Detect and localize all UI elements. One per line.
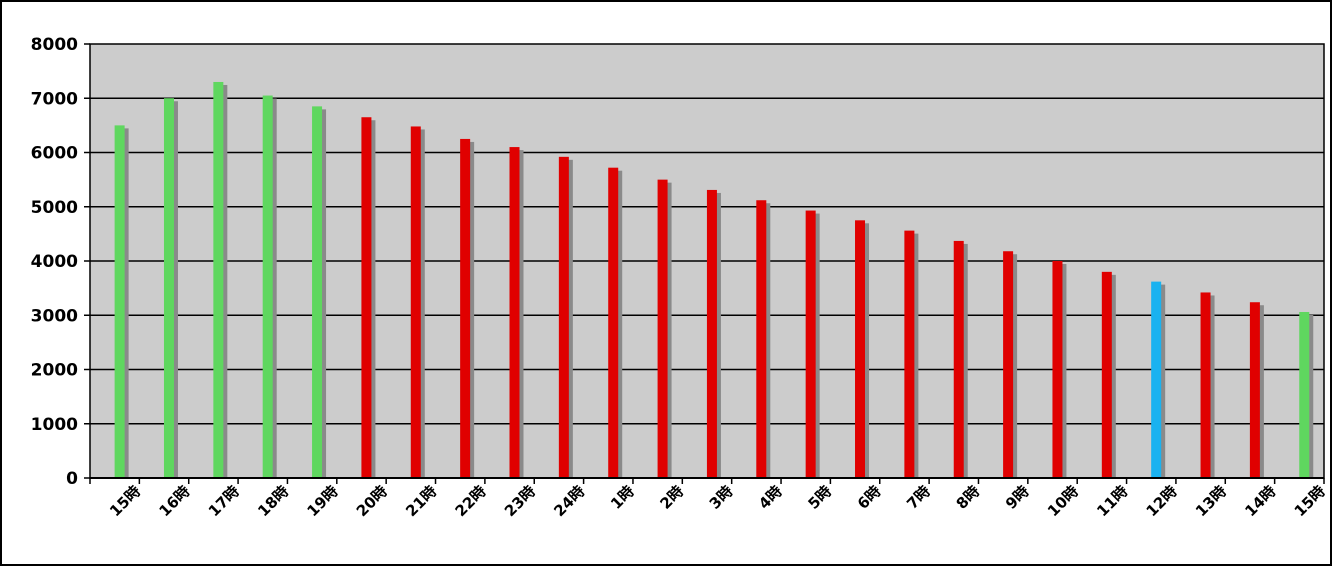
- x-tick-label: 5時: [805, 482, 836, 513]
- bar-3時: [706, 189, 717, 478]
- x-tick-label: 15時: [106, 482, 144, 520]
- bar-16時: [163, 98, 174, 478]
- x-tick-label: 6時: [854, 482, 885, 513]
- y-tick-label: 4000: [31, 252, 78, 272]
- bar-19時: [312, 106, 323, 478]
- bar-21時: [410, 126, 421, 479]
- bar-4時: [756, 200, 767, 479]
- bar-18時: [262, 95, 273, 478]
- x-tick-label: 18時: [254, 482, 292, 520]
- bar-5時: [805, 210, 816, 479]
- bars: [114, 81, 1314, 479]
- y-tick-label: 8000: [31, 35, 78, 55]
- x-tick-label: 13時: [1192, 482, 1230, 520]
- y-tick-label: 5000: [31, 198, 78, 218]
- bar-1時: [608, 167, 619, 478]
- y-tick-label: 0: [66, 469, 78, 489]
- x-tick-label: 12時: [1143, 482, 1181, 520]
- x-tick-label: 24時: [550, 482, 588, 520]
- y-tick-label: 1000: [31, 415, 78, 435]
- bar-23時: [509, 147, 520, 478]
- y-tick-label: 3000: [31, 306, 78, 326]
- bar-20時: [361, 117, 372, 479]
- x-tick-label: 11時: [1093, 482, 1131, 520]
- bar-13時: [1200, 292, 1211, 478]
- bar-15時: [114, 125, 125, 478]
- bar-10時: [1052, 261, 1063, 478]
- bar-14時: [1249, 302, 1260, 478]
- x-tick-label: 8時: [953, 482, 984, 513]
- bar-7時: [904, 230, 915, 478]
- bar-17時: [213, 81, 224, 478]
- bar-9時: [1003, 251, 1014, 478]
- x-tick-label: 9時: [1002, 482, 1033, 513]
- bar-24時: [558, 156, 569, 478]
- y-tick-label: 6000: [31, 144, 78, 164]
- x-tick-label: 10時: [1044, 482, 1082, 520]
- x-tick-label: 4時: [755, 482, 786, 513]
- x-tick-label: 23時: [501, 482, 539, 520]
- x-tick-label: 1時: [607, 482, 638, 513]
- x-tick-label: 17時: [205, 482, 243, 520]
- bar-12時: [1151, 281, 1162, 478]
- x-tick-label: 14時: [1241, 482, 1279, 520]
- x-tick-label: 7時: [903, 482, 934, 513]
- bar-22時: [460, 138, 471, 478]
- bar-6時: [855, 220, 866, 478]
- x-tick-label: 3時: [706, 482, 737, 513]
- y-tick-label: 2000: [31, 361, 78, 381]
- x-tick-label: 21時: [402, 482, 440, 520]
- axes: [84, 43, 1325, 484]
- y-tick-label: 7000: [31, 89, 78, 109]
- bar-15時: [1299, 311, 1310, 478]
- x-tick-label: 2時: [656, 482, 687, 513]
- x-tick-label: 16時: [155, 482, 193, 520]
- x-tick-label: 22時: [452, 482, 490, 520]
- bar-8時: [953, 240, 964, 478]
- bar-2時: [657, 179, 668, 478]
- bar-11時: [1101, 271, 1112, 478]
- x-tick-label: 19時: [304, 482, 342, 520]
- x-tick-label: 15時: [1291, 482, 1329, 520]
- x-tick-label: 20時: [353, 482, 391, 520]
